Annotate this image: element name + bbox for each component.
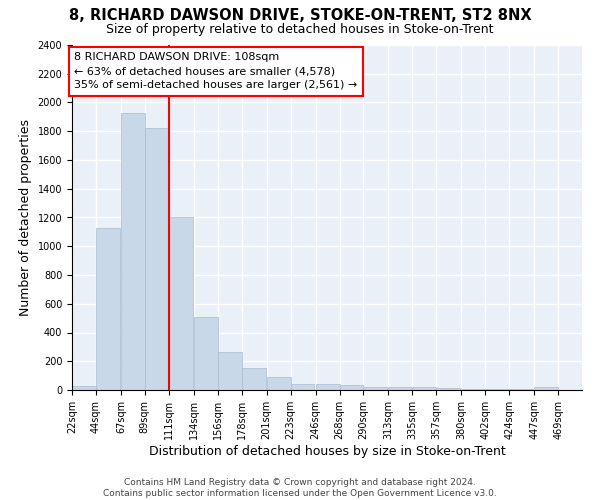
Bar	[72, 386, 96, 390]
Bar	[316, 384, 340, 390]
Text: 8 RICHARD DAWSON DRIVE: 108sqm
← 63% of detached houses are smaller (4,578)
35% : 8 RICHARD DAWSON DRIVE: 108sqm ← 63% of …	[74, 52, 358, 90]
Text: Contains HM Land Registry data © Crown copyright and database right 2024.
Contai: Contains HM Land Registry data © Crown c…	[103, 478, 497, 498]
Bar	[388, 387, 412, 390]
Bar	[461, 388, 485, 390]
Bar	[145, 128, 169, 390]
Y-axis label: Number of detached properties: Number of detached properties	[19, 119, 32, 316]
Bar	[266, 377, 290, 390]
Text: Size of property relative to detached houses in Stoke-on-Trent: Size of property relative to detached ho…	[106, 22, 494, 36]
Bar	[534, 387, 558, 390]
Bar	[436, 388, 460, 390]
Bar	[290, 384, 314, 390]
Bar	[194, 316, 218, 390]
Bar	[96, 228, 120, 390]
Bar	[242, 368, 266, 390]
Bar	[169, 218, 193, 390]
Bar	[364, 387, 388, 390]
Bar	[121, 112, 145, 390]
Bar	[218, 352, 242, 390]
Bar	[340, 385, 364, 390]
Bar	[412, 387, 436, 390]
Bar	[485, 388, 509, 390]
X-axis label: Distribution of detached houses by size in Stoke-on-Trent: Distribution of detached houses by size …	[149, 444, 505, 458]
Text: 8, RICHARD DAWSON DRIVE, STOKE-ON-TRENT, ST2 8NX: 8, RICHARD DAWSON DRIVE, STOKE-ON-TRENT,…	[68, 8, 532, 22]
